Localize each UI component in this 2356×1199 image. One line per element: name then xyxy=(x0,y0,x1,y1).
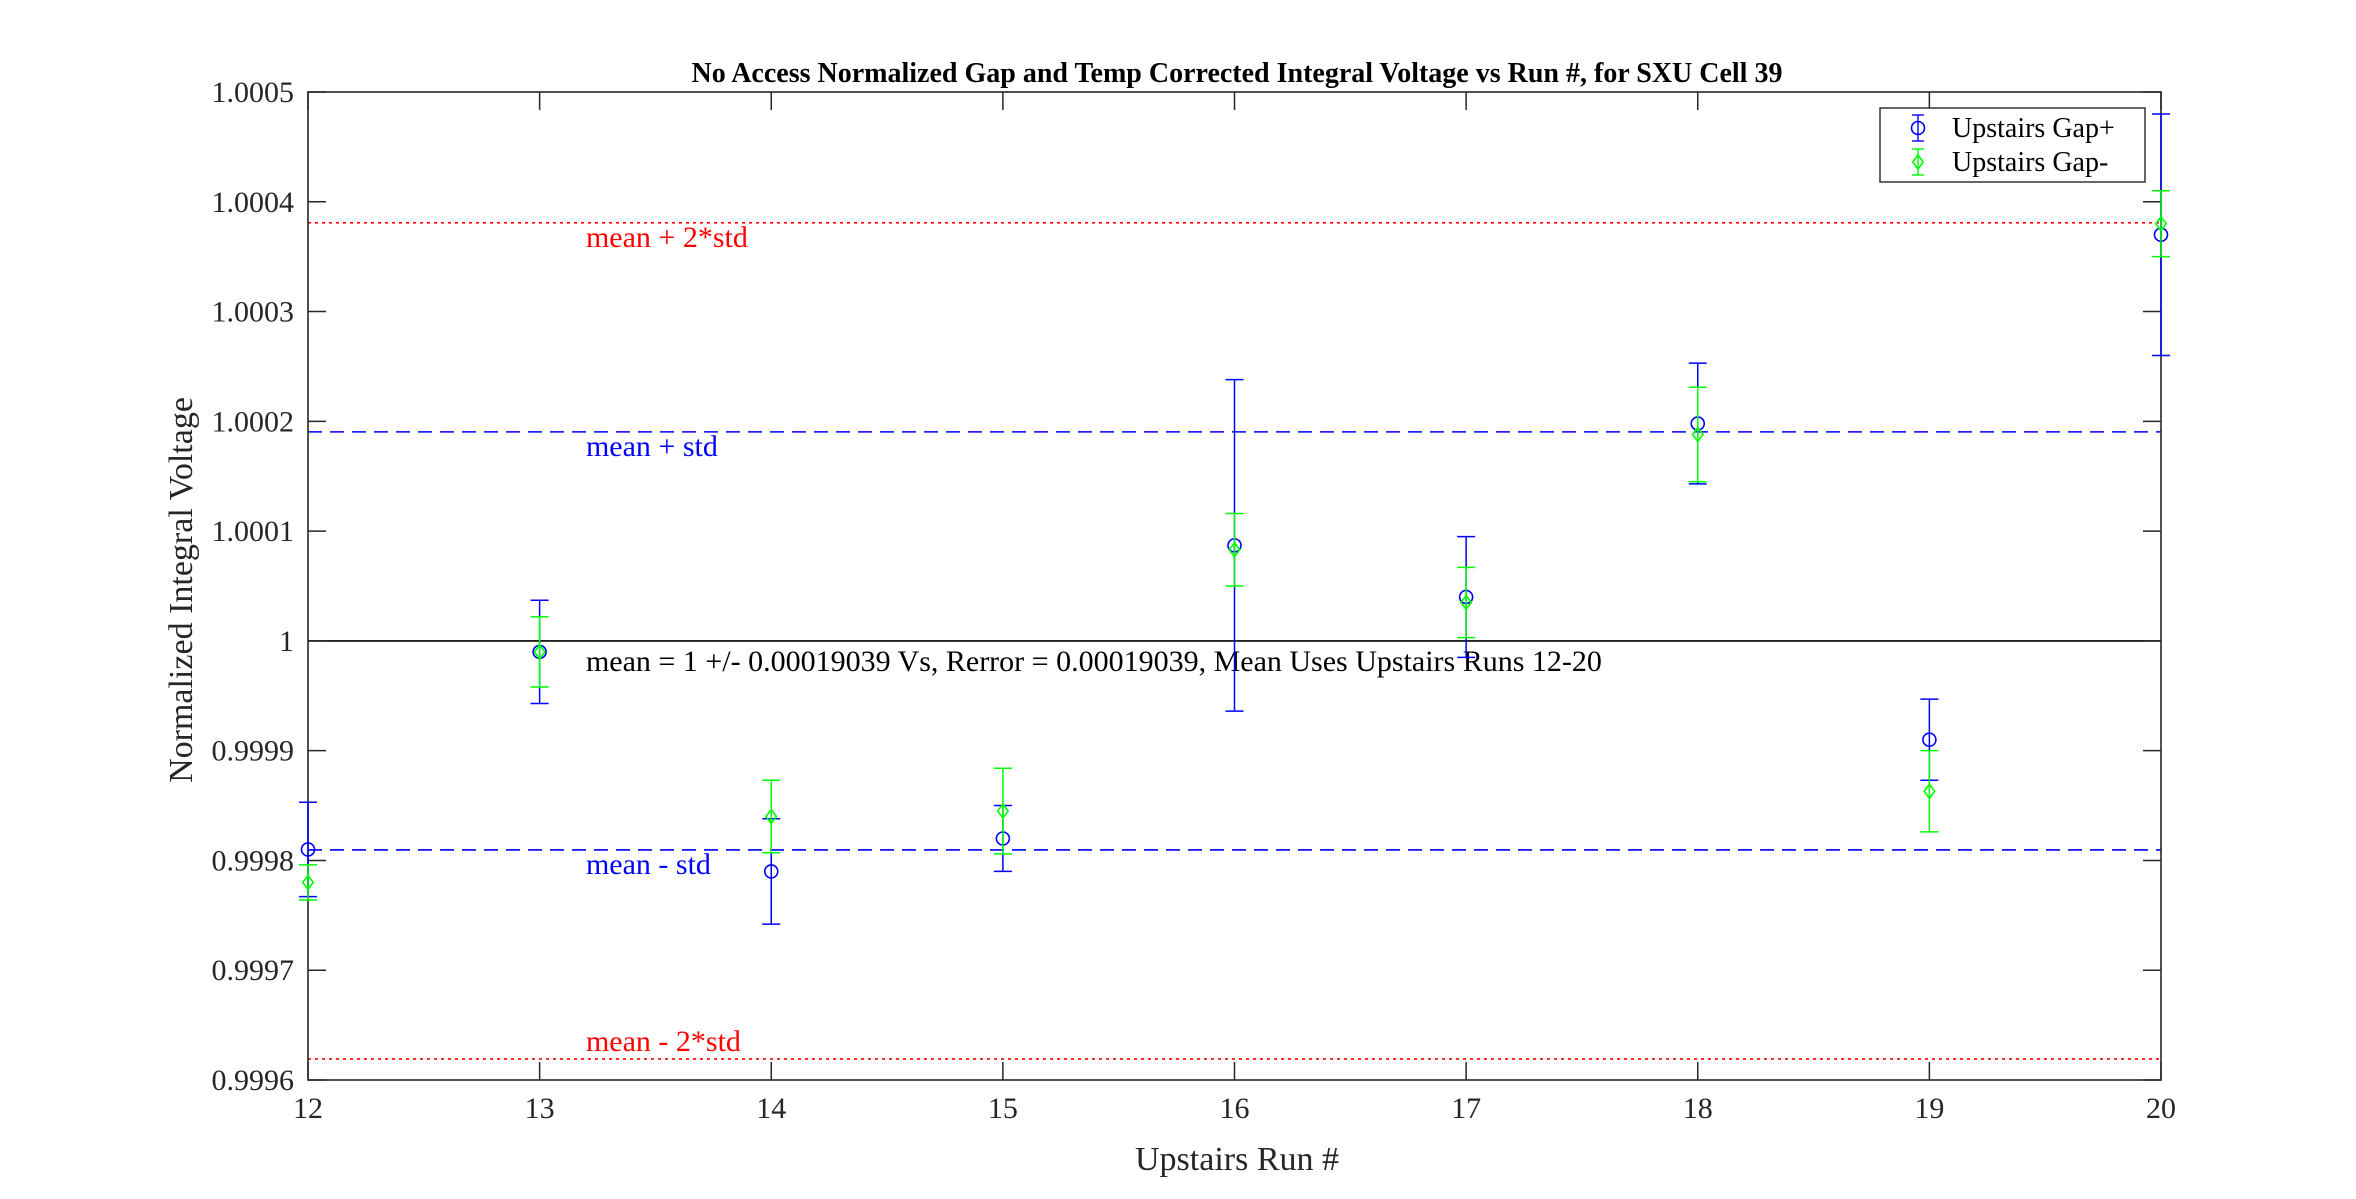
x-tick-label: 18 xyxy=(1683,1092,1713,1125)
reference-line-label: mean - std xyxy=(586,848,711,881)
y-tick-label: 0.9996 xyxy=(212,1064,295,1097)
x-tick-label: 14 xyxy=(756,1092,786,1125)
y-tick-label: 1.0002 xyxy=(212,405,295,438)
reference-line-label: mean + std xyxy=(586,430,718,463)
y-tick-label: 1 xyxy=(279,625,294,658)
chart-legend: Upstairs Gap+Upstairs Gap- xyxy=(1879,107,2146,183)
reference-line-label: mean - 2*std xyxy=(586,1025,741,1058)
y-tick-label: 1.0003 xyxy=(212,296,295,329)
y-tick-label: 0.9998 xyxy=(212,844,295,877)
reference-line-label: mean = 1 +/- 0.00019039 Vs, Rerror = 0.0… xyxy=(586,645,1602,678)
y-axis-label: Normalized Integral Voltage xyxy=(163,397,200,783)
y-tick-label: 0.9999 xyxy=(212,735,295,768)
data-point xyxy=(2154,215,2168,233)
legend-label: Upstairs Gap+ xyxy=(1952,113,2115,144)
x-tick-label: 17 xyxy=(1451,1092,1481,1125)
data-point xyxy=(533,643,546,661)
legend-box xyxy=(1879,107,2146,183)
x-tick-label: 12 xyxy=(293,1092,323,1125)
series-upstairs-gap- xyxy=(299,190,2170,901)
legend-label: Upstairs Gap- xyxy=(1952,147,2108,178)
data-point xyxy=(1459,594,1473,611)
reference-line-label: mean + 2*std xyxy=(586,221,748,254)
data-point xyxy=(763,864,779,879)
data-point xyxy=(1923,782,1936,800)
chart-title: No Access Normalized Gap and Temp Correc… xyxy=(692,58,1783,89)
y-tick-label: 0.9997 xyxy=(212,954,295,987)
x-tick-label: 16 xyxy=(1220,1092,1250,1125)
x-axis-label: Upstairs Run # xyxy=(1135,1141,1339,1178)
x-tick-label: 20 xyxy=(2146,1092,2176,1125)
x-tick-label: 19 xyxy=(1914,1092,1944,1125)
legend-marker xyxy=(1910,120,1926,136)
legend-marker xyxy=(1911,153,1925,171)
y-tick-label: 1.0005 xyxy=(212,76,295,109)
y-tick-label: 1.0004 xyxy=(212,186,295,219)
x-tick-label: 15 xyxy=(988,1092,1018,1125)
data-point xyxy=(301,874,315,891)
data-point xyxy=(765,808,778,825)
y-tick-label: 1.0001 xyxy=(212,515,295,548)
x-tick-label: 13 xyxy=(525,1092,555,1125)
data-point xyxy=(996,802,1010,820)
data-point xyxy=(1922,732,1937,747)
data-point xyxy=(300,842,316,857)
data-point xyxy=(1228,541,1241,559)
data-point xyxy=(1691,426,1704,443)
plot-area: mean + 2*std mean + std mean = 1 +/- 0.000… xyxy=(212,76,2177,1125)
